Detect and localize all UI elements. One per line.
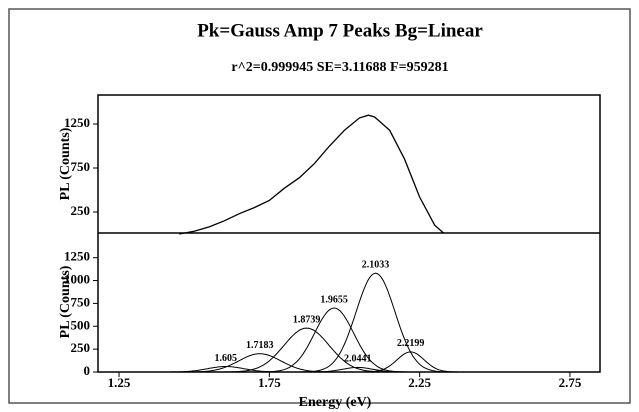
x-tick-label: 2.25 xyxy=(408,375,431,390)
y-tick-label: 750 xyxy=(71,294,91,309)
peak-label: 2.2199 xyxy=(397,338,425,349)
y-axis-label: PL (Counts) xyxy=(58,265,73,338)
x-tick-label: 2.75 xyxy=(559,375,582,390)
peak-curve xyxy=(356,351,465,373)
peak-curve xyxy=(297,272,454,373)
x-tick-label: 1.25 xyxy=(108,375,131,390)
y-tick-label: 1000 xyxy=(64,272,90,287)
y-tick-label: 250 xyxy=(71,203,91,218)
peak-label: 1.9655 xyxy=(320,294,348,305)
y-tick-label: 250 xyxy=(71,340,91,355)
x-axis-label: Energy (eV) xyxy=(299,395,372,410)
x-tick-label: 1.75 xyxy=(258,375,281,390)
y-tick-label: 0 xyxy=(84,363,91,378)
peak-label: 2.0441 xyxy=(344,354,372,365)
y-axis-label: PL (Counts) xyxy=(58,127,73,200)
peak-label: 1.8739 xyxy=(293,314,321,325)
fit-curve xyxy=(179,114,445,235)
peak-curve xyxy=(216,327,397,373)
chart-subtitle: r^2=0.999945 SE=3.11688 F=959281 xyxy=(231,60,448,75)
peak-curve xyxy=(256,307,413,373)
frame xyxy=(8,8,631,404)
peak-curve xyxy=(297,366,418,373)
y-tick-label: 1250 xyxy=(64,249,90,264)
chart-title: Pk=Gauss Amp 7 Peaks Bg=Linear xyxy=(197,20,483,41)
peak-label: 1.605 xyxy=(215,353,238,364)
peak-label: 2.1033 xyxy=(362,260,390,271)
y-tick-label: 1250 xyxy=(64,115,90,130)
y-tick-label: 500 xyxy=(71,317,91,332)
peak-label: 1.7183 xyxy=(246,340,274,351)
y-tick-label: 750 xyxy=(71,159,91,174)
